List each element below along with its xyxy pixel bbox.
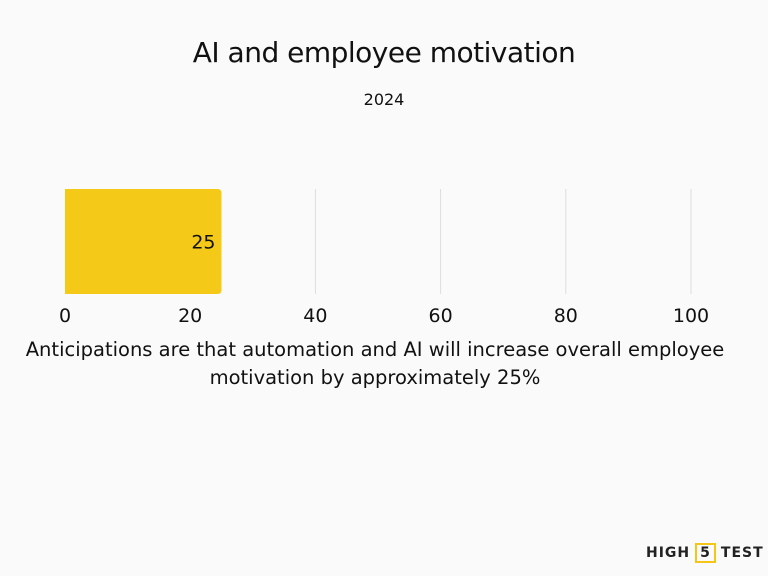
x-tick-label: 80 (554, 305, 578, 327)
bar (65, 189, 222, 294)
logo-text-right: TEST (720, 545, 764, 561)
x-tick-label: 100 (673, 305, 709, 327)
chart-caption: Anticipations are that automation and AI… (25, 338, 725, 389)
x-tick-label: 60 (429, 305, 453, 327)
chart-title: AI and employee motivation (192, 36, 576, 69)
logo-text-five: 5 (695, 543, 716, 563)
x-tick-label: 20 (178, 305, 202, 327)
logo-text-left: HIGH (646, 545, 691, 561)
bar-data-label: 25 (191, 232, 215, 254)
high5test-logo: HIGH 5 TEST (646, 543, 764, 563)
x-tick-label: 40 (303, 305, 327, 327)
x-tick-label: 0 (59, 305, 71, 327)
chart-subtitle: 2024 (363, 90, 405, 109)
